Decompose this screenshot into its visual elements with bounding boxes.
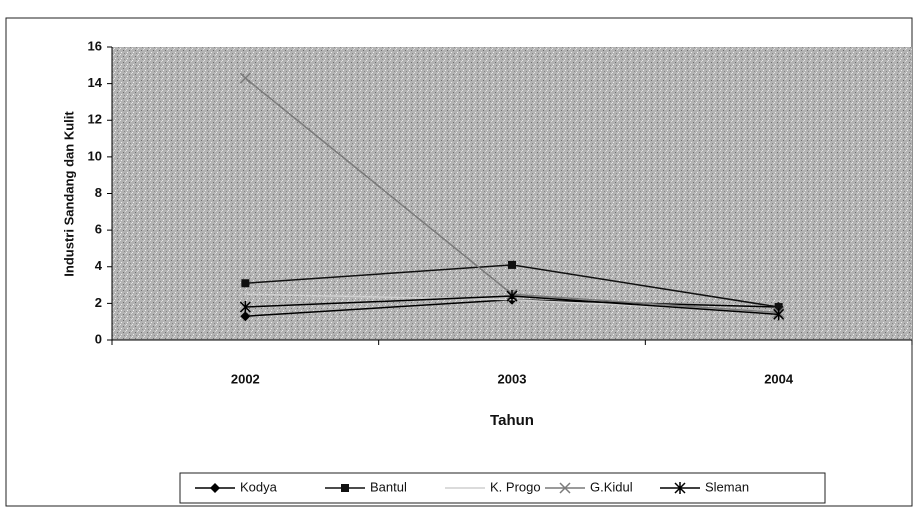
marker <box>773 308 785 321</box>
y-tick-label: 2 <box>95 295 102 310</box>
marker <box>240 311 251 322</box>
marker <box>239 301 251 314</box>
y-tick-label: 0 <box>95 331 102 346</box>
y-tick-label: 8 <box>95 185 102 200</box>
y-tick-label: 4 <box>95 258 103 273</box>
marker <box>506 290 518 303</box>
legend-label: Sleman <box>705 479 749 494</box>
marker <box>674 482 686 494</box>
point <box>244 293 247 296</box>
y-tick-label: 14 <box>88 75 103 90</box>
legend-label: Kodya <box>240 479 278 494</box>
legend-label: G.Kidul <box>590 479 633 494</box>
marker <box>210 483 220 493</box>
marker <box>559 482 571 494</box>
y-axis-label: Industri Sandang dan Kulit <box>61 111 76 277</box>
legend-label: Bantul <box>370 479 407 494</box>
y-tick-label: 16 <box>88 38 102 53</box>
x-tick-label: 2002 <box>231 371 260 386</box>
marker <box>239 72 251 84</box>
marker <box>774 303 783 312</box>
marker <box>508 260 516 269</box>
marker <box>241 279 250 288</box>
x-axis-label: Tahun <box>490 412 534 429</box>
legend-box <box>179 472 826 504</box>
y-tick-label: 10 <box>88 148 102 163</box>
marker <box>341 484 349 492</box>
legend-label: K. Progo <box>490 479 541 494</box>
x-tick-label: 2003 <box>498 371 527 386</box>
y-tick-label: 12 <box>88 112 102 127</box>
y-tick-label: 6 <box>95 222 102 237</box>
x-tick-label: 2004 <box>764 371 794 386</box>
